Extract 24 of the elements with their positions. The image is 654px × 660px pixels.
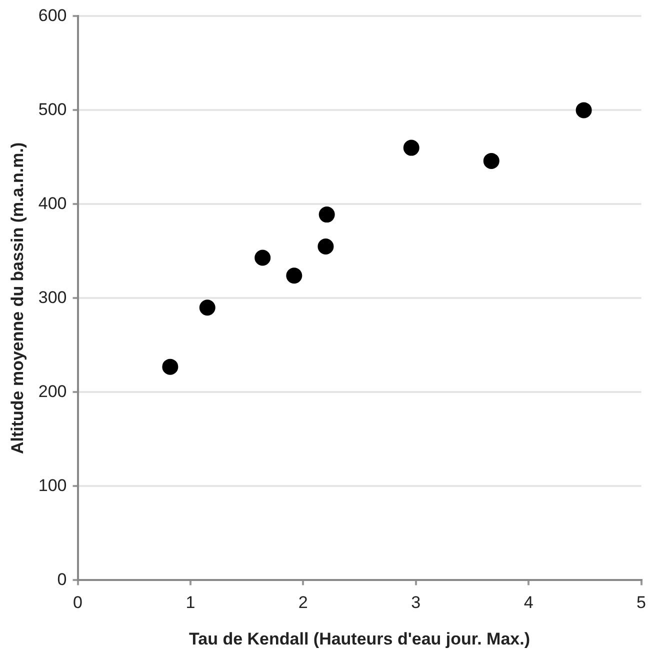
x-tick-label: 0: [73, 593, 82, 612]
point: [162, 358, 178, 375]
y-tick-label: 200: [38, 382, 67, 401]
point: [403, 140, 420, 156]
point: [318, 206, 335, 223]
point: [286, 268, 302, 284]
point: [576, 102, 592, 118]
y-tick-label: 300: [38, 288, 67, 307]
x-tick-label: 2: [298, 593, 308, 612]
x-tick-label: 5: [636, 593, 646, 612]
y-tick-label: 500: [38, 100, 67, 119]
point: [199, 300, 216, 316]
x-tick-label: 3: [411, 593, 421, 612]
y-tick-label: 100: [38, 476, 67, 495]
point: [254, 250, 271, 266]
point: [483, 152, 500, 169]
x-tick-label: 1: [186, 593, 196, 612]
y-axis-title: Altitude moyenne du bassin (m.a.n.m.): [8, 142, 27, 454]
y-tick-label: 0: [57, 570, 67, 589]
y-tick-label: 400: [38, 194, 67, 213]
point: [318, 238, 334, 254]
y-tick-label: 600: [38, 6, 67, 25]
x-tick-label: 4: [524, 593, 534, 612]
x-axis-title: Tau de Kendall (Hauteurs d'eau jour. Max.): [189, 629, 530, 648]
